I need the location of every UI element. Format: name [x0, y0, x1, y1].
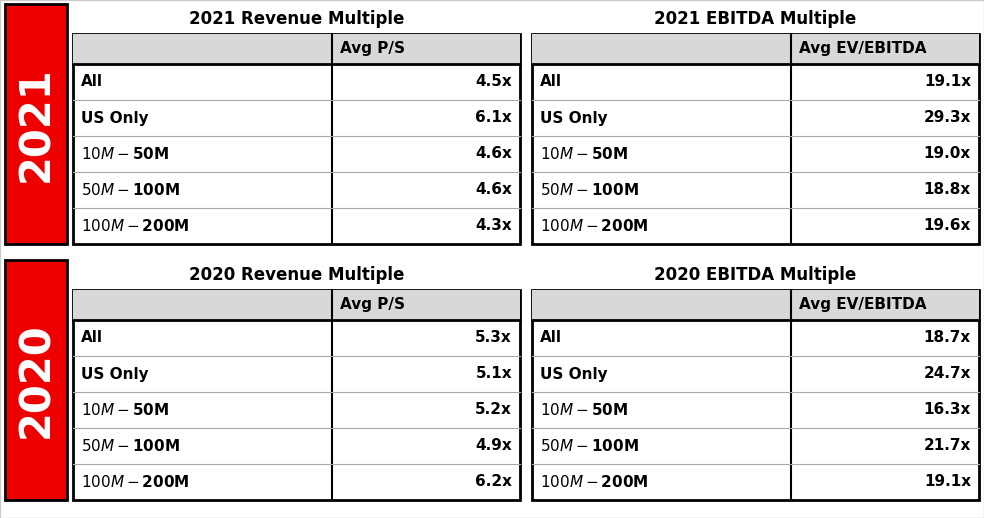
Bar — [532, 34, 979, 244]
Bar — [73, 34, 520, 244]
Bar — [532, 290, 979, 320]
Text: Avg EV/EBITDA: Avg EV/EBITDA — [799, 41, 927, 56]
Text: $10M - $50M: $10M - $50M — [540, 402, 629, 418]
Text: All: All — [81, 75, 103, 90]
Text: $10M - $50M: $10M - $50M — [81, 402, 169, 418]
Bar — [532, 290, 979, 500]
Text: 18.7x: 18.7x — [924, 330, 971, 346]
Text: 4.9x: 4.9x — [475, 439, 512, 453]
Text: US Only: US Only — [540, 367, 608, 381]
Text: 21.7x: 21.7x — [924, 439, 971, 453]
Text: All: All — [540, 75, 562, 90]
Text: 19.1x: 19.1x — [924, 75, 971, 90]
Bar — [73, 290, 520, 500]
Text: $100M - $200M: $100M - $200M — [81, 474, 190, 490]
Text: $50M - $100M: $50M - $100M — [81, 438, 180, 454]
Text: 2021 Revenue Multiple: 2021 Revenue Multiple — [189, 10, 404, 28]
Text: All: All — [81, 330, 103, 346]
Text: All: All — [540, 330, 562, 346]
Text: 16.3x: 16.3x — [924, 402, 971, 418]
Text: $10M - $50M: $10M - $50M — [81, 146, 169, 162]
Text: $100M - $200M: $100M - $200M — [540, 474, 648, 490]
Text: 2021 EBITDA Multiple: 2021 EBITDA Multiple — [654, 10, 857, 28]
Text: 2020 Revenue Multiple: 2020 Revenue Multiple — [189, 266, 404, 284]
Text: Avg P/S: Avg P/S — [340, 41, 405, 56]
Text: 6.2x: 6.2x — [475, 474, 512, 490]
Text: 29.3x: 29.3x — [924, 110, 971, 125]
Text: US Only: US Only — [81, 110, 149, 125]
Text: 5.1x: 5.1x — [475, 367, 512, 381]
Text: 2020: 2020 — [15, 322, 57, 438]
Text: $100M - $200M: $100M - $200M — [540, 218, 648, 234]
Bar — [5, 4, 67, 244]
Text: 4.6x: 4.6x — [475, 147, 512, 162]
Text: 2021: 2021 — [15, 66, 57, 182]
Bar — [73, 34, 520, 64]
Text: 19.0x: 19.0x — [924, 147, 971, 162]
Text: 2020 EBITDA Multiple: 2020 EBITDA Multiple — [654, 266, 857, 284]
Text: Avg EV/EBITDA: Avg EV/EBITDA — [799, 297, 927, 312]
Text: 19.1x: 19.1x — [924, 474, 971, 490]
Text: 6.1x: 6.1x — [475, 110, 512, 125]
Text: US Only: US Only — [81, 367, 149, 381]
Text: $50M - $100M: $50M - $100M — [540, 182, 639, 198]
Text: $50M - $100M: $50M - $100M — [81, 182, 180, 198]
Text: 4.6x: 4.6x — [475, 182, 512, 197]
Text: 24.7x: 24.7x — [924, 367, 971, 381]
Bar — [532, 34, 979, 64]
Text: $10M - $50M: $10M - $50M — [540, 146, 629, 162]
Text: $100M - $200M: $100M - $200M — [81, 218, 190, 234]
Text: 4.5x: 4.5x — [475, 75, 512, 90]
Bar — [73, 290, 520, 320]
Text: 18.8x: 18.8x — [924, 182, 971, 197]
Text: 5.2x: 5.2x — [475, 402, 512, 418]
Text: US Only: US Only — [540, 110, 608, 125]
Text: 5.3x: 5.3x — [475, 330, 512, 346]
Bar — [5, 260, 67, 500]
Text: Avg P/S: Avg P/S — [340, 297, 405, 312]
Text: 4.3x: 4.3x — [475, 219, 512, 234]
Text: 19.6x: 19.6x — [924, 219, 971, 234]
Text: $50M - $100M: $50M - $100M — [540, 438, 639, 454]
